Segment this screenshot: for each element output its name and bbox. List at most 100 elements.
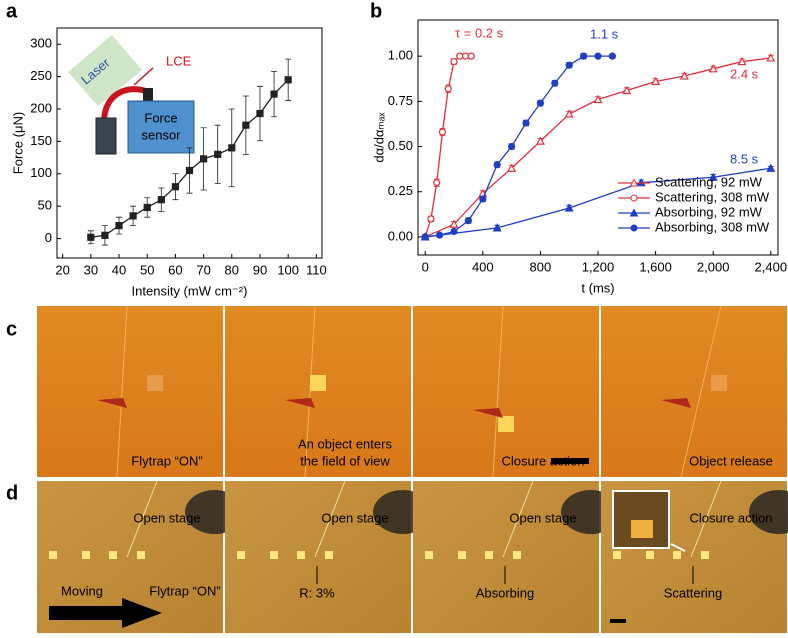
inset-object (631, 520, 653, 538)
photo-caption: the field of view (300, 453, 390, 468)
cube (82, 551, 90, 559)
photo-tile: Open stage Moving Flytrap “ON” (37, 480, 245, 633)
marker (421, 233, 429, 241)
marker (143, 203, 151, 212)
cube (325, 551, 333, 559)
x-tick-label: 2,400 (755, 259, 788, 274)
cube (513, 551, 521, 559)
cube (613, 551, 621, 559)
legend-label: Absorbing, 308 mW (655, 219, 770, 234)
photo-caption: Open stage (133, 510, 200, 525)
marker (449, 219, 459, 228)
marker (464, 217, 472, 225)
marker (766, 53, 776, 62)
photo-caption: Closure action (501, 453, 584, 468)
marker (622, 85, 632, 95)
lce-arm (101, 86, 150, 123)
x-tick-label: 40 (112, 262, 126, 277)
marker (101, 231, 109, 239)
photo-tile: Open stage R: 3% (225, 480, 433, 633)
flytrap (97, 398, 127, 408)
x-axis-label: t (ms) (581, 280, 614, 295)
marker (564, 203, 574, 212)
panel-label: d (6, 482, 18, 504)
marker (438, 128, 447, 136)
marker (461, 52, 470, 60)
fiber (680, 305, 722, 478)
object (711, 375, 727, 391)
annotation: τ = 0.2 s (455, 25, 504, 40)
photo-caption: Scattering (664, 585, 723, 600)
marker (522, 119, 530, 127)
x-tick-label: 100 (277, 262, 299, 277)
inset-label: Force (144, 110, 177, 125)
legend-label: Scattering, 92 mW (655, 174, 763, 189)
clamp (95, 117, 117, 155)
y-tick-label: 200 (30, 100, 52, 115)
y-tick-label: 0 (45, 230, 52, 245)
annotation: 2.4 s (730, 66, 759, 81)
panel-label: a (6, 0, 18, 22)
marker (436, 231, 444, 239)
data-line (425, 167, 771, 238)
marker (651, 76, 661, 86)
cube (109, 551, 117, 559)
probe (143, 88, 153, 104)
plot-frame (56, 27, 323, 259)
fiber (126, 480, 158, 558)
photo-caption: Open stage (321, 510, 388, 525)
flytrap (285, 398, 315, 408)
x-tick-label: 70 (196, 262, 210, 277)
photo-caption: Absorbing (476, 585, 535, 600)
marker (536, 99, 545, 107)
marker (185, 166, 194, 175)
photo-caption: Open stage (509, 510, 576, 525)
marker (493, 161, 501, 169)
photo (601, 306, 787, 477)
marker (270, 90, 278, 98)
inset-label: LCE (166, 53, 192, 68)
cube (49, 551, 57, 559)
marker (450, 227, 458, 236)
x-tick-label: 110 (306, 262, 327, 277)
x-tick-label: 50 (140, 262, 154, 277)
fiber (492, 305, 504, 478)
arrow (49, 598, 162, 628)
photo-tile: An object enters the field of view (225, 305, 411, 478)
y-axis-label: dα/dαₘₐₓ (371, 112, 386, 163)
y-tick-label: 150 (30, 133, 52, 148)
marker (456, 52, 464, 60)
marker (766, 163, 776, 172)
object (310, 375, 326, 391)
photo-tile: Open stage Absorbing (413, 480, 621, 633)
cube (673, 551, 681, 559)
x-tick-label: 0 (422, 259, 429, 274)
marker (594, 52, 602, 60)
cube (237, 551, 245, 559)
shadow (749, 490, 788, 534)
cube (137, 551, 145, 559)
x-tick-label: 800 (530, 259, 552, 274)
object (498, 416, 514, 432)
inset-arrow (670, 543, 686, 552)
photo-tile: Flytrap “ON” (37, 305, 223, 478)
photo (37, 306, 223, 477)
fiber (116, 305, 128, 478)
cube (270, 551, 278, 559)
cube (425, 551, 433, 559)
photo-caption: Flytrap “ON” (149, 583, 221, 598)
panel-label: c (6, 318, 17, 340)
cube (485, 551, 493, 559)
marker (171, 183, 180, 191)
marker (467, 52, 475, 60)
marker (214, 150, 222, 158)
y-tick-label: 300 (30, 36, 52, 51)
data-line (425, 55, 613, 238)
y-tick-label: 100 (30, 165, 52, 180)
cube (701, 551, 709, 559)
photo-tile: Closure action (413, 305, 599, 478)
marker (508, 142, 516, 151)
fiber (304, 305, 316, 478)
y-tick-label: 0.00 (388, 228, 413, 243)
